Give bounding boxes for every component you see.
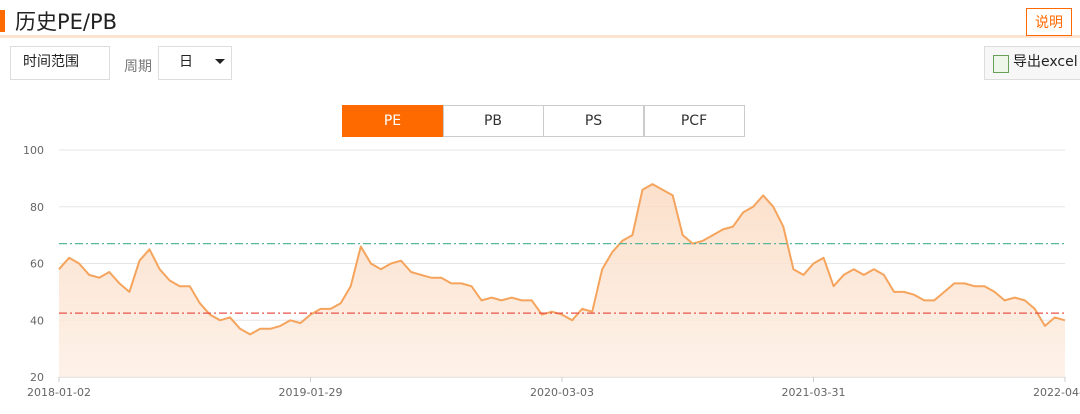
help-button[interactable]: 说明 bbox=[1026, 8, 1072, 36]
y-tick-label: 80 bbox=[30, 201, 44, 214]
accent-bar bbox=[0, 10, 5, 32]
x-tick-label: 2022-04-29 bbox=[1033, 386, 1080, 399]
export-label: 导出excel bbox=[1013, 54, 1078, 70]
page-title: 历史PE/PB bbox=[15, 10, 118, 34]
x-tick-label: 2020-03-03 bbox=[530, 386, 594, 399]
tab[interactable]: PCF bbox=[643, 105, 745, 137]
dropdown-arrow bbox=[215, 59, 225, 64]
x-tick-label: 2018-01-02 bbox=[27, 386, 91, 399]
x-tick-label: 2019-01-29 bbox=[279, 386, 343, 399]
period-value: 日 bbox=[179, 54, 193, 70]
tab[interactable]: PE bbox=[342, 105, 443, 137]
area-fill bbox=[59, 184, 1065, 377]
export-button[interactable]: 导出excel bbox=[984, 46, 1080, 80]
pe-line bbox=[58, 183, 1066, 336]
y-tick-label: 40 bbox=[30, 314, 44, 327]
y-tick-label: 60 bbox=[30, 258, 44, 271]
y-tick-label: 100 bbox=[23, 144, 44, 157]
y-tick-label: 20 bbox=[30, 371, 44, 384]
range-input[interactable]: 时间范围 bbox=[10, 46, 110, 80]
excel-icon bbox=[993, 55, 1009, 73]
period-select[interactable]: 日 bbox=[158, 46, 232, 80]
period-label: 周期 bbox=[124, 59, 152, 75]
header: 历史PE/PB 说明 bbox=[0, 0, 1080, 38]
x-tick-label: 2021-03-31 bbox=[782, 386, 846, 399]
